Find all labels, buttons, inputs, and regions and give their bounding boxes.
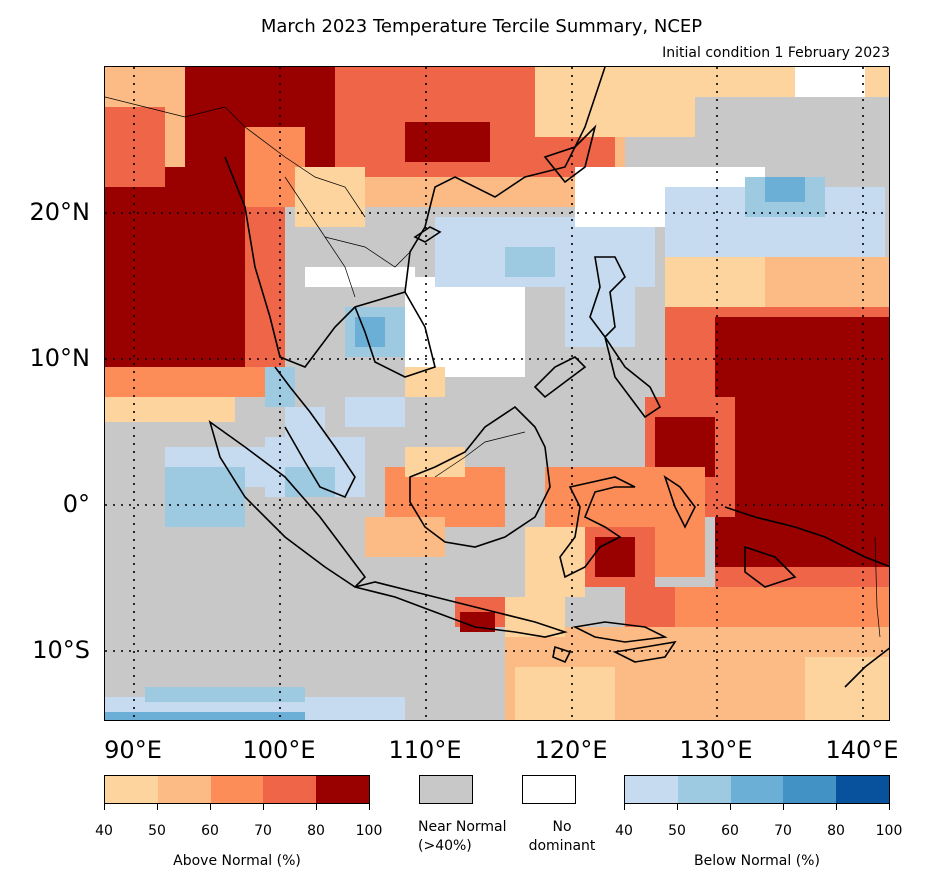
below-tick-100: 100 [875,823,903,839]
forecast-map [104,66,890,721]
above-tick-70: 70 [254,823,272,839]
below-normal-70-80-swatch [783,776,837,803]
above-normal-70-80-swatch [263,776,317,803]
below-tick-50: 50 [668,823,686,839]
lon-label-110e: 110°E [388,736,462,764]
near-normal-label: Near Normal (>40%) [418,818,528,856]
no-dominant-label-line1: No [552,819,572,835]
below-normal-80-100-swatch [836,776,889,803]
near-normal-label-line2: (>40%) [418,838,472,854]
lon-label-120e: 120°E [534,736,608,764]
lon-label-100e: 100°E [242,736,316,764]
graticule [105,67,889,720]
near-normal-swatch [419,775,473,804]
below-normal-60-70-swatch [730,776,784,803]
no-dominant-swatch [522,775,576,804]
near-normal-label-line1: Near Normal [418,819,507,835]
lon-label-90e: 90°E [104,736,162,764]
above-normal-50-60-swatch [157,776,211,803]
above-normal-colorbar [104,775,370,804]
country-borders [105,96,881,638]
above-normal-region-pacific [505,257,889,720]
below-normal-50-60-swatch [677,776,731,803]
above-tick-100: 100 [355,823,383,839]
map-canvas [105,67,889,720]
above-tick-50: 50 [148,823,166,839]
above-normal-60-70-swatch [210,776,264,803]
below-normal-label: Below Normal (%) [694,853,820,869]
lat-label-10n: 10°N [29,344,91,372]
below-normal-colorbar [624,775,890,804]
borneo-java-region [365,447,565,637]
below-tick-70: 70 [774,823,792,839]
initial-condition-label: Initial condition 1 February 2023 [662,45,890,61]
no-dominant-label: No dominant [514,818,610,856]
lon-label-140e: 140°E [825,736,899,764]
above-normal-40-50-swatch [105,776,158,803]
lat-label-0: 0° [62,490,90,518]
above-normal-region-south-china [105,67,889,207]
above-normal-label: Above Normal (%) [173,853,301,869]
below-tick-40: 40 [615,823,633,839]
above-tick-60: 60 [201,823,219,839]
below-tick-80: 80 [827,823,845,839]
lat-label-20n: 20°N [29,198,91,226]
above-normal-80-100-swatch [316,776,369,803]
map-title: March 2023 Temperature Tercile Summary, … [260,16,703,37]
below-normal-40-50-swatch [625,776,678,803]
above-tick-40: 40 [95,823,113,839]
no-dominant-label-line2: dominant [528,838,596,854]
lon-label-130e: 130°E [679,736,753,764]
coastlines [208,67,889,688]
above-tick-80: 80 [307,823,325,839]
above-normal-region-myanmar [105,107,365,422]
lat-label-10s: 10°S [32,636,90,664]
below-normal-region-scs [435,167,885,347]
below-tick-60: 60 [721,823,739,839]
